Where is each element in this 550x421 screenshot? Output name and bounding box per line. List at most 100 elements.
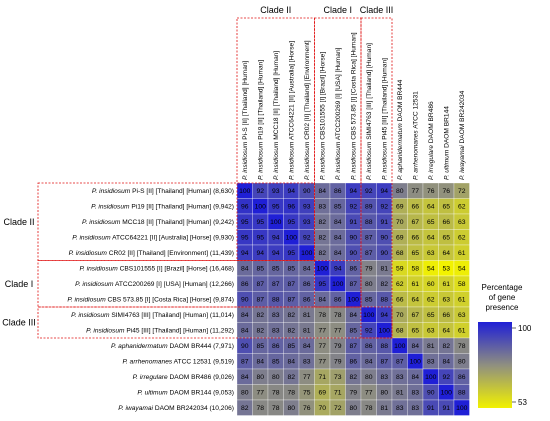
clade-label-top: Clade II (260, 5, 291, 15)
cell-value: 58 (411, 266, 419, 273)
row-label: P. insidiosum Pi-S [II] [Thailand] [Huma… (92, 188, 234, 195)
column-label: P. iwayamai DAOM BR242034 (459, 90, 466, 180)
cell-value: 88 (365, 219, 373, 226)
cell-value: 66 (411, 204, 419, 211)
cell-value: 64 (442, 328, 450, 335)
cell-value: 81 (396, 390, 404, 397)
cell-value: 84 (411, 374, 419, 381)
cell-value: 87 (396, 359, 404, 366)
cell-value: 85 (256, 343, 264, 350)
cell-value: 84 (303, 266, 311, 273)
cell-value: 76 (442, 188, 450, 195)
cell-value: 80 (365, 374, 373, 381)
cell-value: 65 (442, 204, 450, 211)
cell-value: 95 (241, 235, 249, 242)
column-label: P. arrhenomanes ATCC 12531 (413, 91, 420, 180)
legend-title-line-3: presence (486, 303, 519, 312)
cell-value: 85 (287, 343, 295, 350)
cell-value: 100 (286, 235, 298, 242)
cell-value: 83 (380, 374, 388, 381)
cell-value: 86 (303, 281, 311, 288)
cell-value: 94 (380, 188, 388, 195)
cell-value: 78 (272, 405, 280, 412)
cell-value: 100 (456, 405, 468, 412)
cell-value: 86 (272, 343, 280, 350)
cell-value: 87 (349, 343, 357, 350)
cell-value: 60 (427, 281, 435, 288)
cell-value: 100 (301, 250, 313, 257)
cell-value: 80 (365, 281, 373, 288)
cell-value: 85 (349, 328, 357, 335)
heatmap-cells: 100 92 93 94 90 84 86 94 92 94 80 77 76 76 72 96 100 95 96… (236, 182, 470, 416)
cell-value: 72 (458, 188, 466, 195)
cell-value: 92 (349, 204, 357, 211)
cell-value: 70 (318, 405, 326, 412)
cell-value: 81 (380, 266, 388, 273)
cell-value: 83 (272, 312, 280, 319)
cell-value: 84 (349, 312, 357, 319)
cell-value: 53 (442, 266, 450, 273)
clade-label-left: Clade II (3, 217, 34, 227)
cell-value: 65 (411, 250, 419, 257)
cell-value: 87 (256, 281, 264, 288)
cell-value: 78 (334, 312, 342, 319)
cell-value: 91 (427, 405, 435, 412)
cell-value: 77 (303, 374, 311, 381)
row-label: P. insidiosum CBS 573.85 [I] [Costa Rica… (67, 297, 234, 304)
cell-value: 82 (287, 312, 295, 319)
cell-value: 66 (396, 297, 404, 304)
cell-value: 91 (349, 219, 357, 226)
cell-value: 86 (334, 297, 342, 304)
cell-value: 54 (427, 266, 435, 273)
cell-value: 90 (241, 297, 249, 304)
cell-value: 80 (380, 390, 388, 397)
cell-value: 86 (241, 281, 249, 288)
cell-value: 83 (411, 390, 419, 397)
column-label: P. insidiosum Pi-S [II] [Thailand] [Huma… (242, 60, 249, 180)
cell-value: 95 (318, 281, 326, 288)
row-labels: P. insidiosum Pi-S [II] [Thailand] [Huma… (67, 188, 234, 412)
cell-value: 100 (425, 374, 437, 381)
cell-value: 100 (379, 328, 391, 335)
cell-value: 58 (458, 281, 466, 288)
cell-value: 86 (349, 266, 357, 273)
cell-value: 64 (427, 235, 435, 242)
cell-value: 87 (365, 235, 373, 242)
cell-value: 78 (256, 405, 264, 412)
cell-value: 94 (349, 188, 357, 195)
clade-boxes: Clade II Clade I Clade III Clade II Clade I C… (2, 5, 393, 339)
row-label: P. insidiosum CBS101555 [I] [Brazil] [Ho… (79, 266, 234, 273)
legend: Percentage of gene presence 100 53 (478, 283, 532, 408)
legend-title-line-1: Percentage (482, 283, 523, 292)
cell-value: 94 (256, 250, 264, 257)
cell-value: 84 (442, 359, 450, 366)
cell-value: 77 (318, 343, 326, 350)
row-label: P. irregulare DAOM BR486 (9,026) (133, 374, 234, 381)
cell-value: 78 (272, 390, 280, 397)
cell-value: 100 (317, 266, 329, 273)
cell-value: 69 (318, 390, 326, 397)
clade-box-left (37, 182, 315, 261)
cell-value: 95 (256, 235, 264, 242)
cell-value: 64 (427, 204, 435, 211)
row-label: P. aphanidermatum DAOM BR444 (7,971) (111, 343, 234, 350)
cell-value: 80 (396, 188, 404, 195)
cell-value: 75 (303, 390, 311, 397)
cell-value: 62 (427, 297, 435, 304)
cell-value: 84 (318, 297, 326, 304)
cell-value: 76 (427, 188, 435, 195)
cell-value: 86 (303, 297, 311, 304)
row-label: P. insidiosum MCC18 [II] [Thailand] [Hum… (82, 219, 234, 226)
clade-label-left: Clade III (2, 318, 36, 328)
cell-value: 95 (287, 219, 295, 226)
cell-value: 77 (411, 188, 419, 195)
clade-box-left (37, 260, 362, 308)
cell-value: 88 (272, 297, 280, 304)
cell-value: 63 (427, 250, 435, 257)
cell-value: 81 (303, 312, 311, 319)
cell-value: 64 (411, 297, 419, 304)
cell-value: 63 (427, 328, 435, 335)
legend-max-label: 100 (518, 324, 532, 333)
cell-value: 66 (442, 219, 450, 226)
